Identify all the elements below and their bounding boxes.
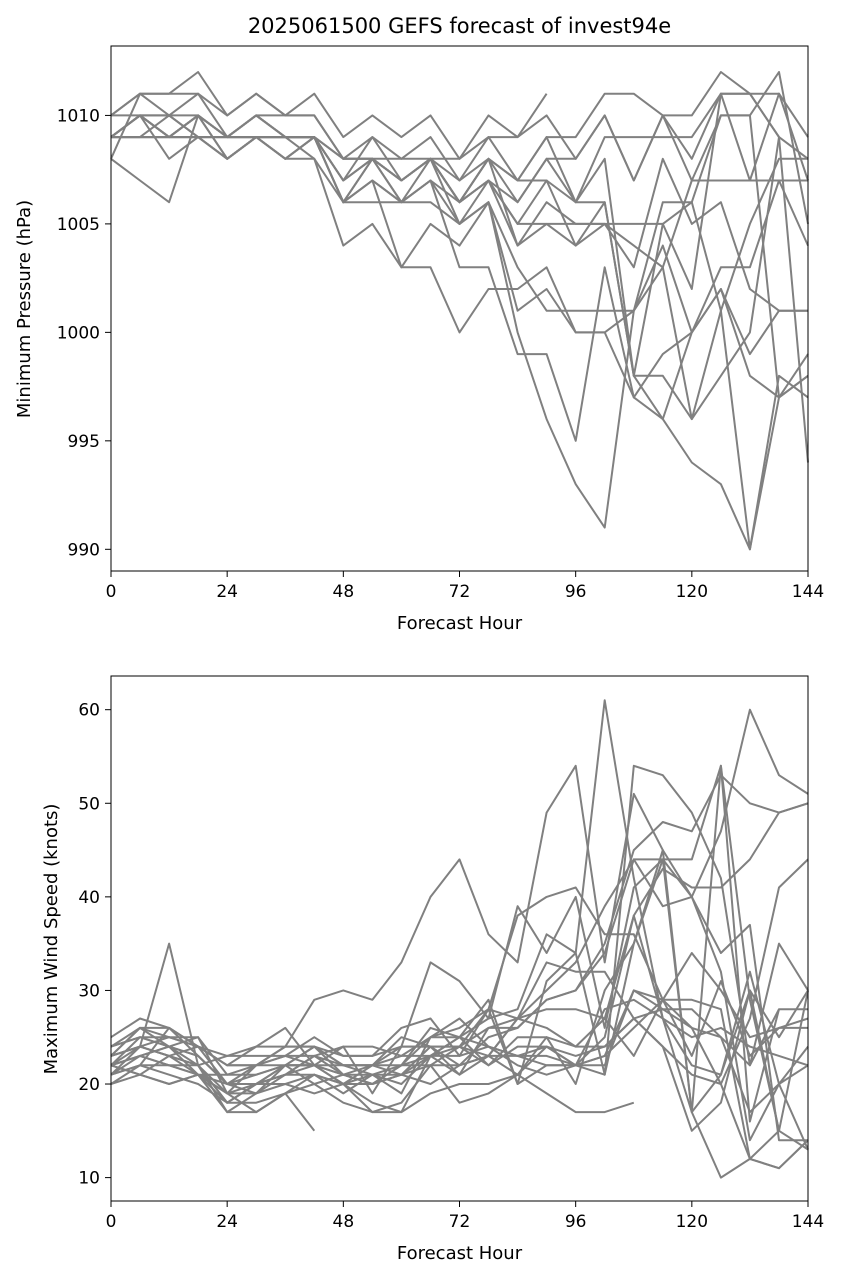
x-tick-label: 96: [565, 582, 587, 602]
series-line-2: [110, 71, 809, 182]
series-line-22: [110, 764, 780, 1123]
y-tick-label: 50: [78, 794, 100, 814]
pressure-axes: 0 24 48 72 96 120 144 990 995 1000 1005 1010: [57, 45, 824, 602]
x-tick-label: 72: [449, 582, 471, 602]
x-tick-label: 48: [333, 582, 355, 602]
wind-axes: 0 24 48 72 96 120 144 10 20 30 40 50 60: [78, 675, 824, 1232]
pressure-panel: 2025061500 GEFS forecast of invest94e 0 2…: [14, 14, 824, 634]
series-line-12: [111, 136, 809, 551]
y-tick-label: 20: [78, 1075, 100, 1095]
y-tick-label: 10: [78, 1169, 100, 1189]
x-tick-label: 48: [333, 1212, 355, 1232]
y-tick-label: 1005: [57, 215, 100, 235]
chart-title: 2025061500 GEFS forecast of invest94e: [248, 14, 671, 38]
x-tick-label: 0: [106, 582, 117, 602]
y-axis-label: Minimum Pressure (hPa): [14, 200, 35, 418]
x-tick-label: 24: [216, 582, 238, 602]
x-axis-label: Forecast Hour: [397, 1243, 523, 1264]
y-tick-label: 995: [68, 432, 100, 452]
y-tick-label: 40: [78, 888, 100, 908]
x-tick-label: 72: [449, 1212, 471, 1232]
y-tick-label: 1000: [57, 323, 100, 343]
x-tick-label: 144: [792, 582, 824, 602]
x-tick-label: 144: [792, 1212, 824, 1232]
x-tick-label: 96: [565, 1212, 587, 1232]
y-axis-label: Maximum Wind Speed (knots): [41, 804, 62, 1075]
series-line-15: [110, 774, 809, 1085]
x-axis-label: Forecast Hour: [397, 613, 523, 634]
wind-series-group: [110, 699, 809, 1179]
series-line-14: [110, 114, 809, 442]
series-line-10: [110, 849, 809, 1179]
x-tick-label: 120: [676, 1212, 708, 1232]
x-tick-label: 0: [106, 1212, 117, 1232]
y-tick-label: 1010: [57, 106, 100, 126]
series-line-4: [110, 92, 548, 160]
pressure-series-group: [110, 71, 809, 551]
wind-panel: 0 24 48 72 96 120 144 10 20 30 40 50 60 Forecast Hou…: [41, 675, 824, 1264]
series-line-3: [110, 92, 809, 204]
x-tick-label: 24: [216, 1212, 238, 1232]
series-line-13: [110, 708, 809, 1104]
y-tick-label: 990: [68, 540, 100, 560]
y-tick-label: 30: [78, 981, 100, 1001]
series-line-16: [110, 114, 808, 529]
series-line-21: [110, 886, 809, 1067]
y-tick-label: 60: [78, 701, 100, 721]
series-line-15: [111, 136, 808, 312]
series-line-20: [110, 961, 780, 1132]
x-tick-label: 120: [676, 582, 708, 602]
series-line-1: [110, 71, 809, 182]
plot-frame: [110, 675, 809, 1202]
